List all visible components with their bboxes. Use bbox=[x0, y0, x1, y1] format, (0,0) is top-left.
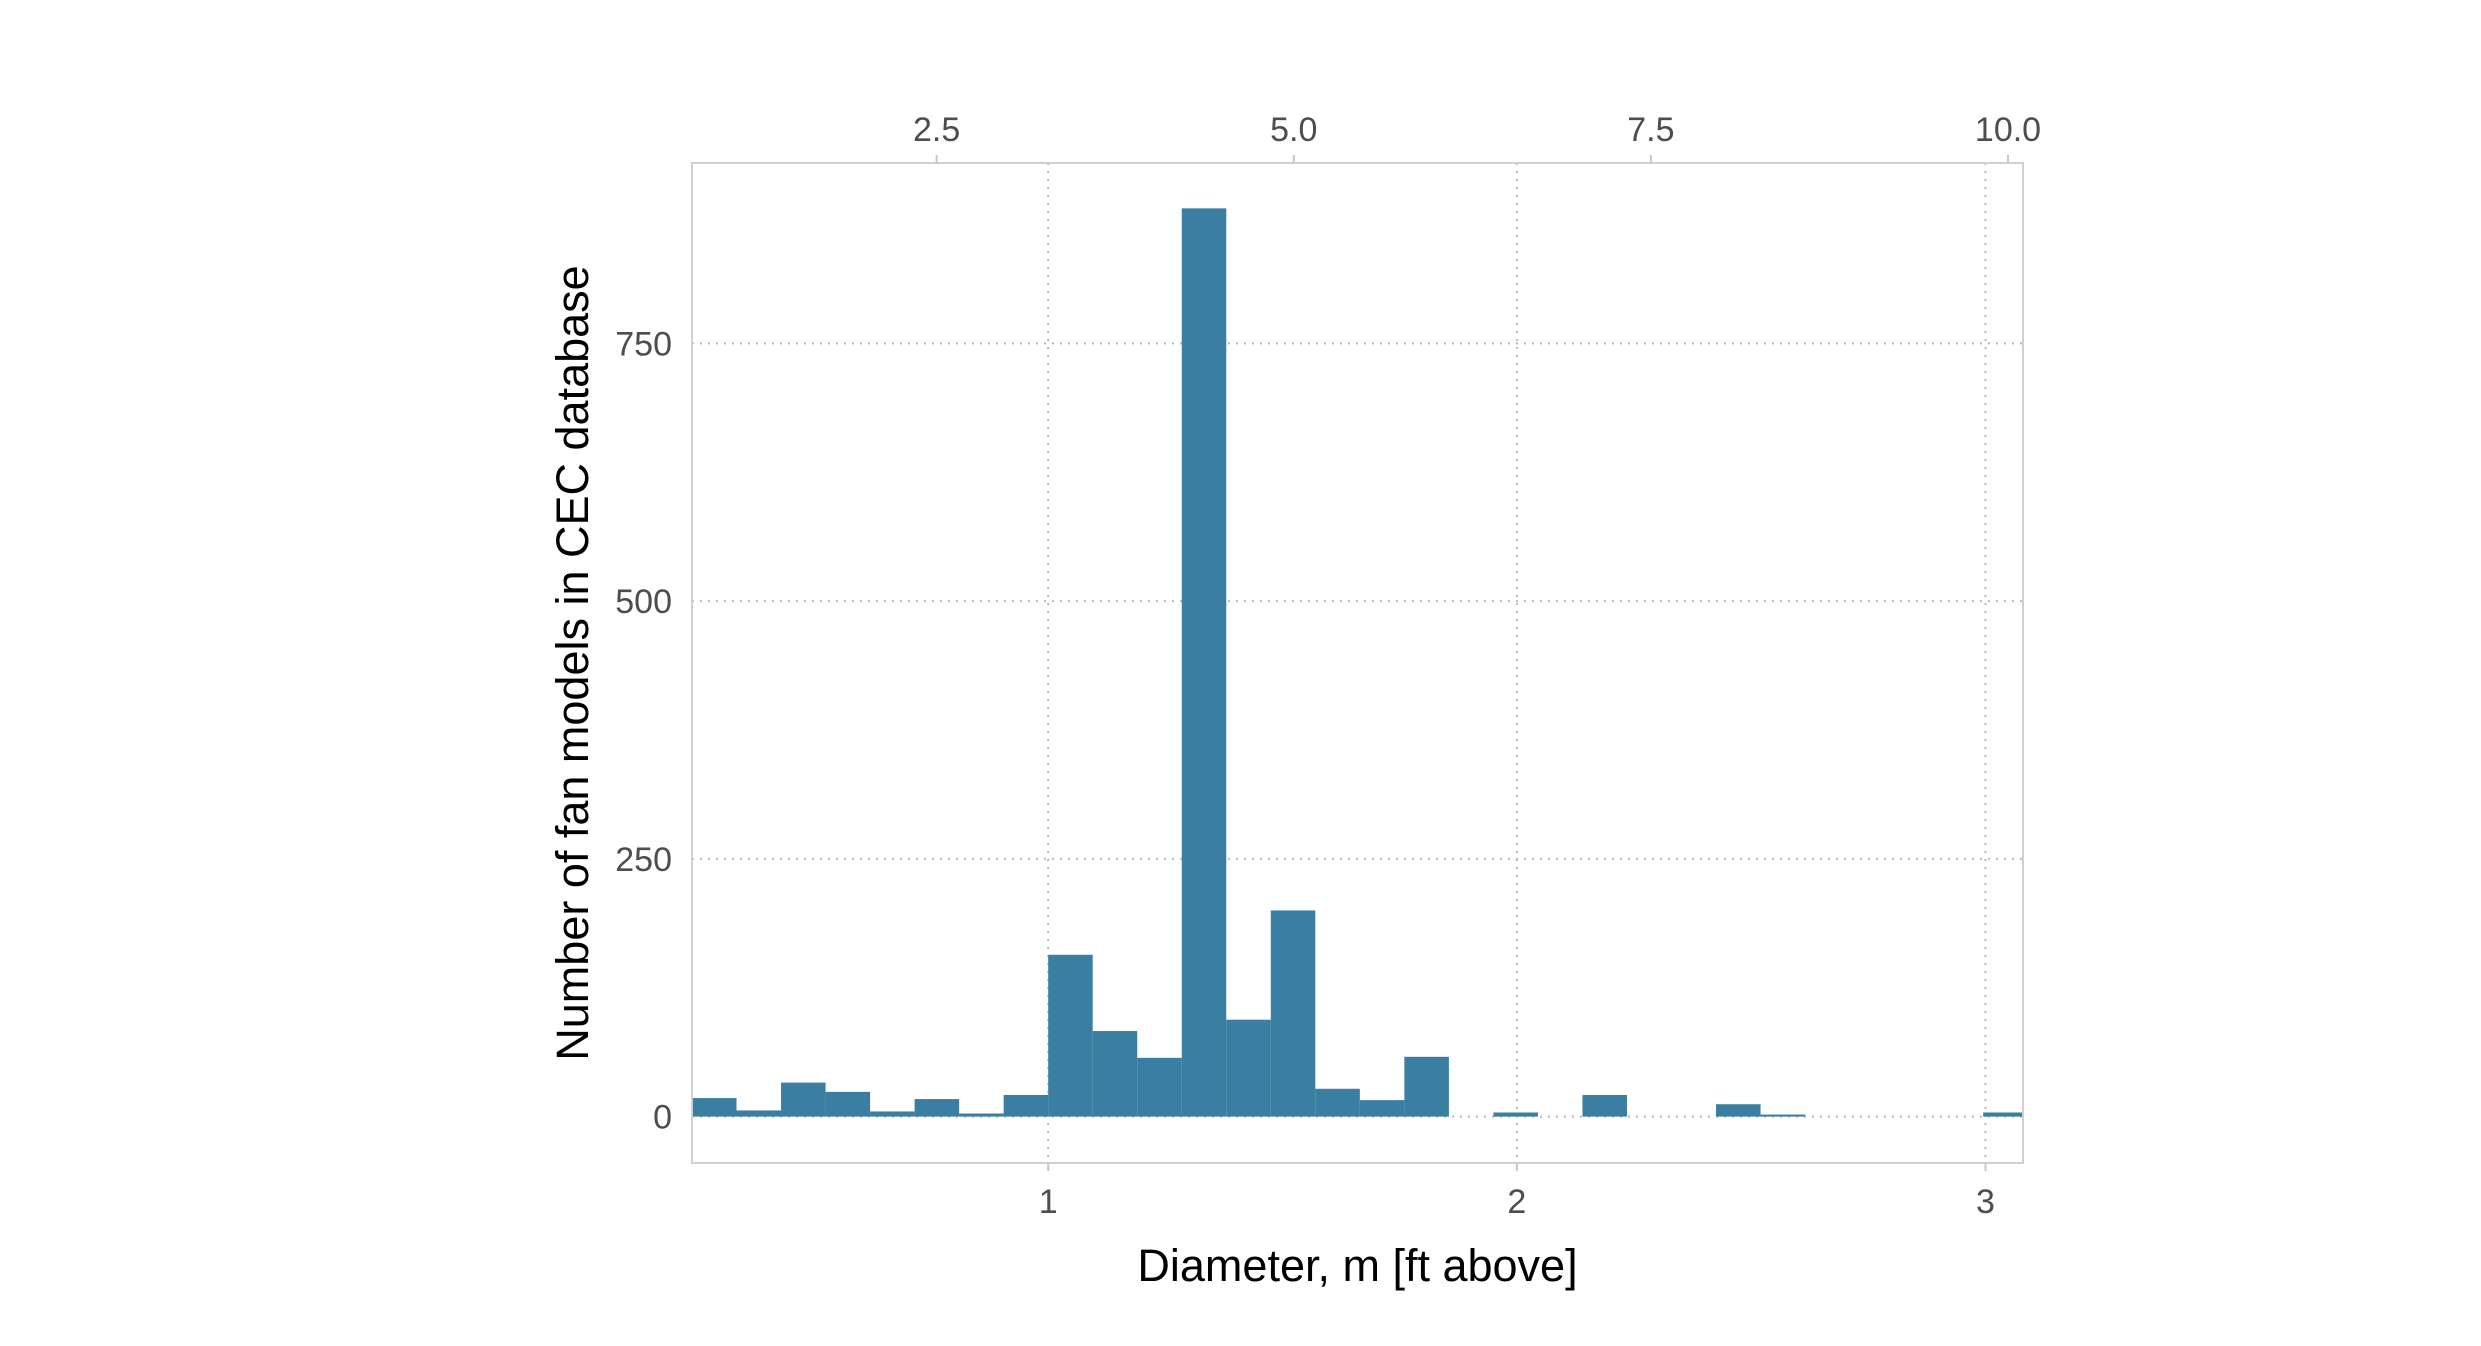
top-x-tick-label: 10.0 bbox=[1975, 111, 2041, 149]
histogram-bar bbox=[914, 1099, 960, 1117]
top-x-tick-label: 2.5 bbox=[913, 111, 960, 149]
y-tick-label: 500 bbox=[615, 583, 672, 621]
histogram-bar bbox=[736, 1110, 782, 1117]
histogram-bar bbox=[1092, 1031, 1138, 1117]
x-tick-label: 2 bbox=[1507, 1183, 1526, 1221]
y-tick-label: 750 bbox=[615, 325, 672, 363]
histogram-bar bbox=[825, 1091, 871, 1117]
histogram-bar bbox=[1003, 1094, 1049, 1117]
top-x-tick-label: 5.0 bbox=[1270, 111, 1317, 149]
histogram-bar bbox=[959, 1113, 1004, 1117]
histogram-bar bbox=[692, 1098, 737, 1117]
y-tick-label: 250 bbox=[615, 841, 672, 879]
histogram-bar bbox=[1716, 1104, 1761, 1117]
histogram-bar bbox=[1137, 1057, 1182, 1117]
histogram-bar bbox=[1226, 1019, 1271, 1117]
grid-lines bbox=[692, 163, 2023, 1163]
histogram-bar bbox=[1404, 1056, 1449, 1117]
histogram-bar bbox=[1181, 208, 1227, 1117]
y-tick-label: 0 bbox=[653, 1099, 672, 1137]
histogram-bar bbox=[1359, 1100, 1405, 1117]
y-axis-title: Number of fan models in CEC database bbox=[547, 265, 598, 1060]
top-x-tick-label: 7.5 bbox=[1627, 111, 1674, 149]
histogram-bar bbox=[1270, 910, 1316, 1117]
axis-ticks: 0 250 500 750 1 2 3 2.5 5.0 7.5 10.0 bbox=[615, 111, 2041, 1221]
histogram-bar bbox=[781, 1082, 826, 1117]
histogram-bar bbox=[1582, 1094, 1627, 1117]
histogram-bar bbox=[1493, 1112, 1538, 1117]
plot-panel-border bbox=[691, 162, 2024, 1164]
histogram-bar bbox=[1983, 1112, 2023, 1117]
histogram-bar bbox=[1048, 954, 1093, 1117]
histogram-bar bbox=[870, 1111, 915, 1117]
histogram-bar bbox=[1760, 1114, 1806, 1117]
x-tick-label: 1 bbox=[1039, 1183, 1058, 1221]
histogram-bars bbox=[692, 208, 2023, 1117]
x-tick-label: 3 bbox=[1976, 1183, 1995, 1221]
x-axis-title: Diameter, m [ft above] bbox=[1137, 1240, 1577, 1291]
histogram-bar bbox=[1315, 1088, 1360, 1117]
